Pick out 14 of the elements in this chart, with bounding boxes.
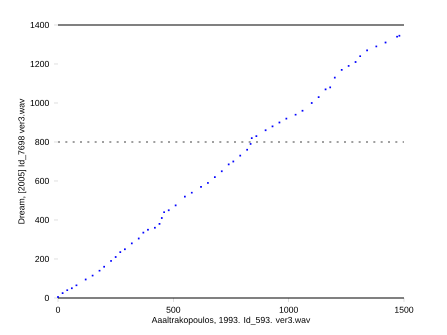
y-tick-label: 1000 (30, 100, 49, 106)
x-tick-label: 1000 (280, 306, 298, 313)
x-tick-label: 0 (56, 306, 60, 313)
y-axis-title: Dream, [2005] Id_7698 ver3.wav (18, 98, 26, 224)
x-tick-label: 1500 (395, 306, 414, 313)
y-tick-label: 1200 (30, 60, 49, 68)
y-tick-label: 400 (35, 216, 49, 224)
y-tick-label: 1400 (30, 22, 49, 28)
y-tick-label: 0 (44, 294, 49, 302)
x-tick-label: 500 (166, 306, 180, 313)
y-tick-label: 200 (35, 256, 49, 262)
x-axis-title: Aaaltrakopoulos, 1993. Id_593. ver3.wav (152, 316, 310, 325)
y-tick-label: 800 (35, 138, 49, 146)
y-tick-label: 600 (35, 178, 49, 184)
